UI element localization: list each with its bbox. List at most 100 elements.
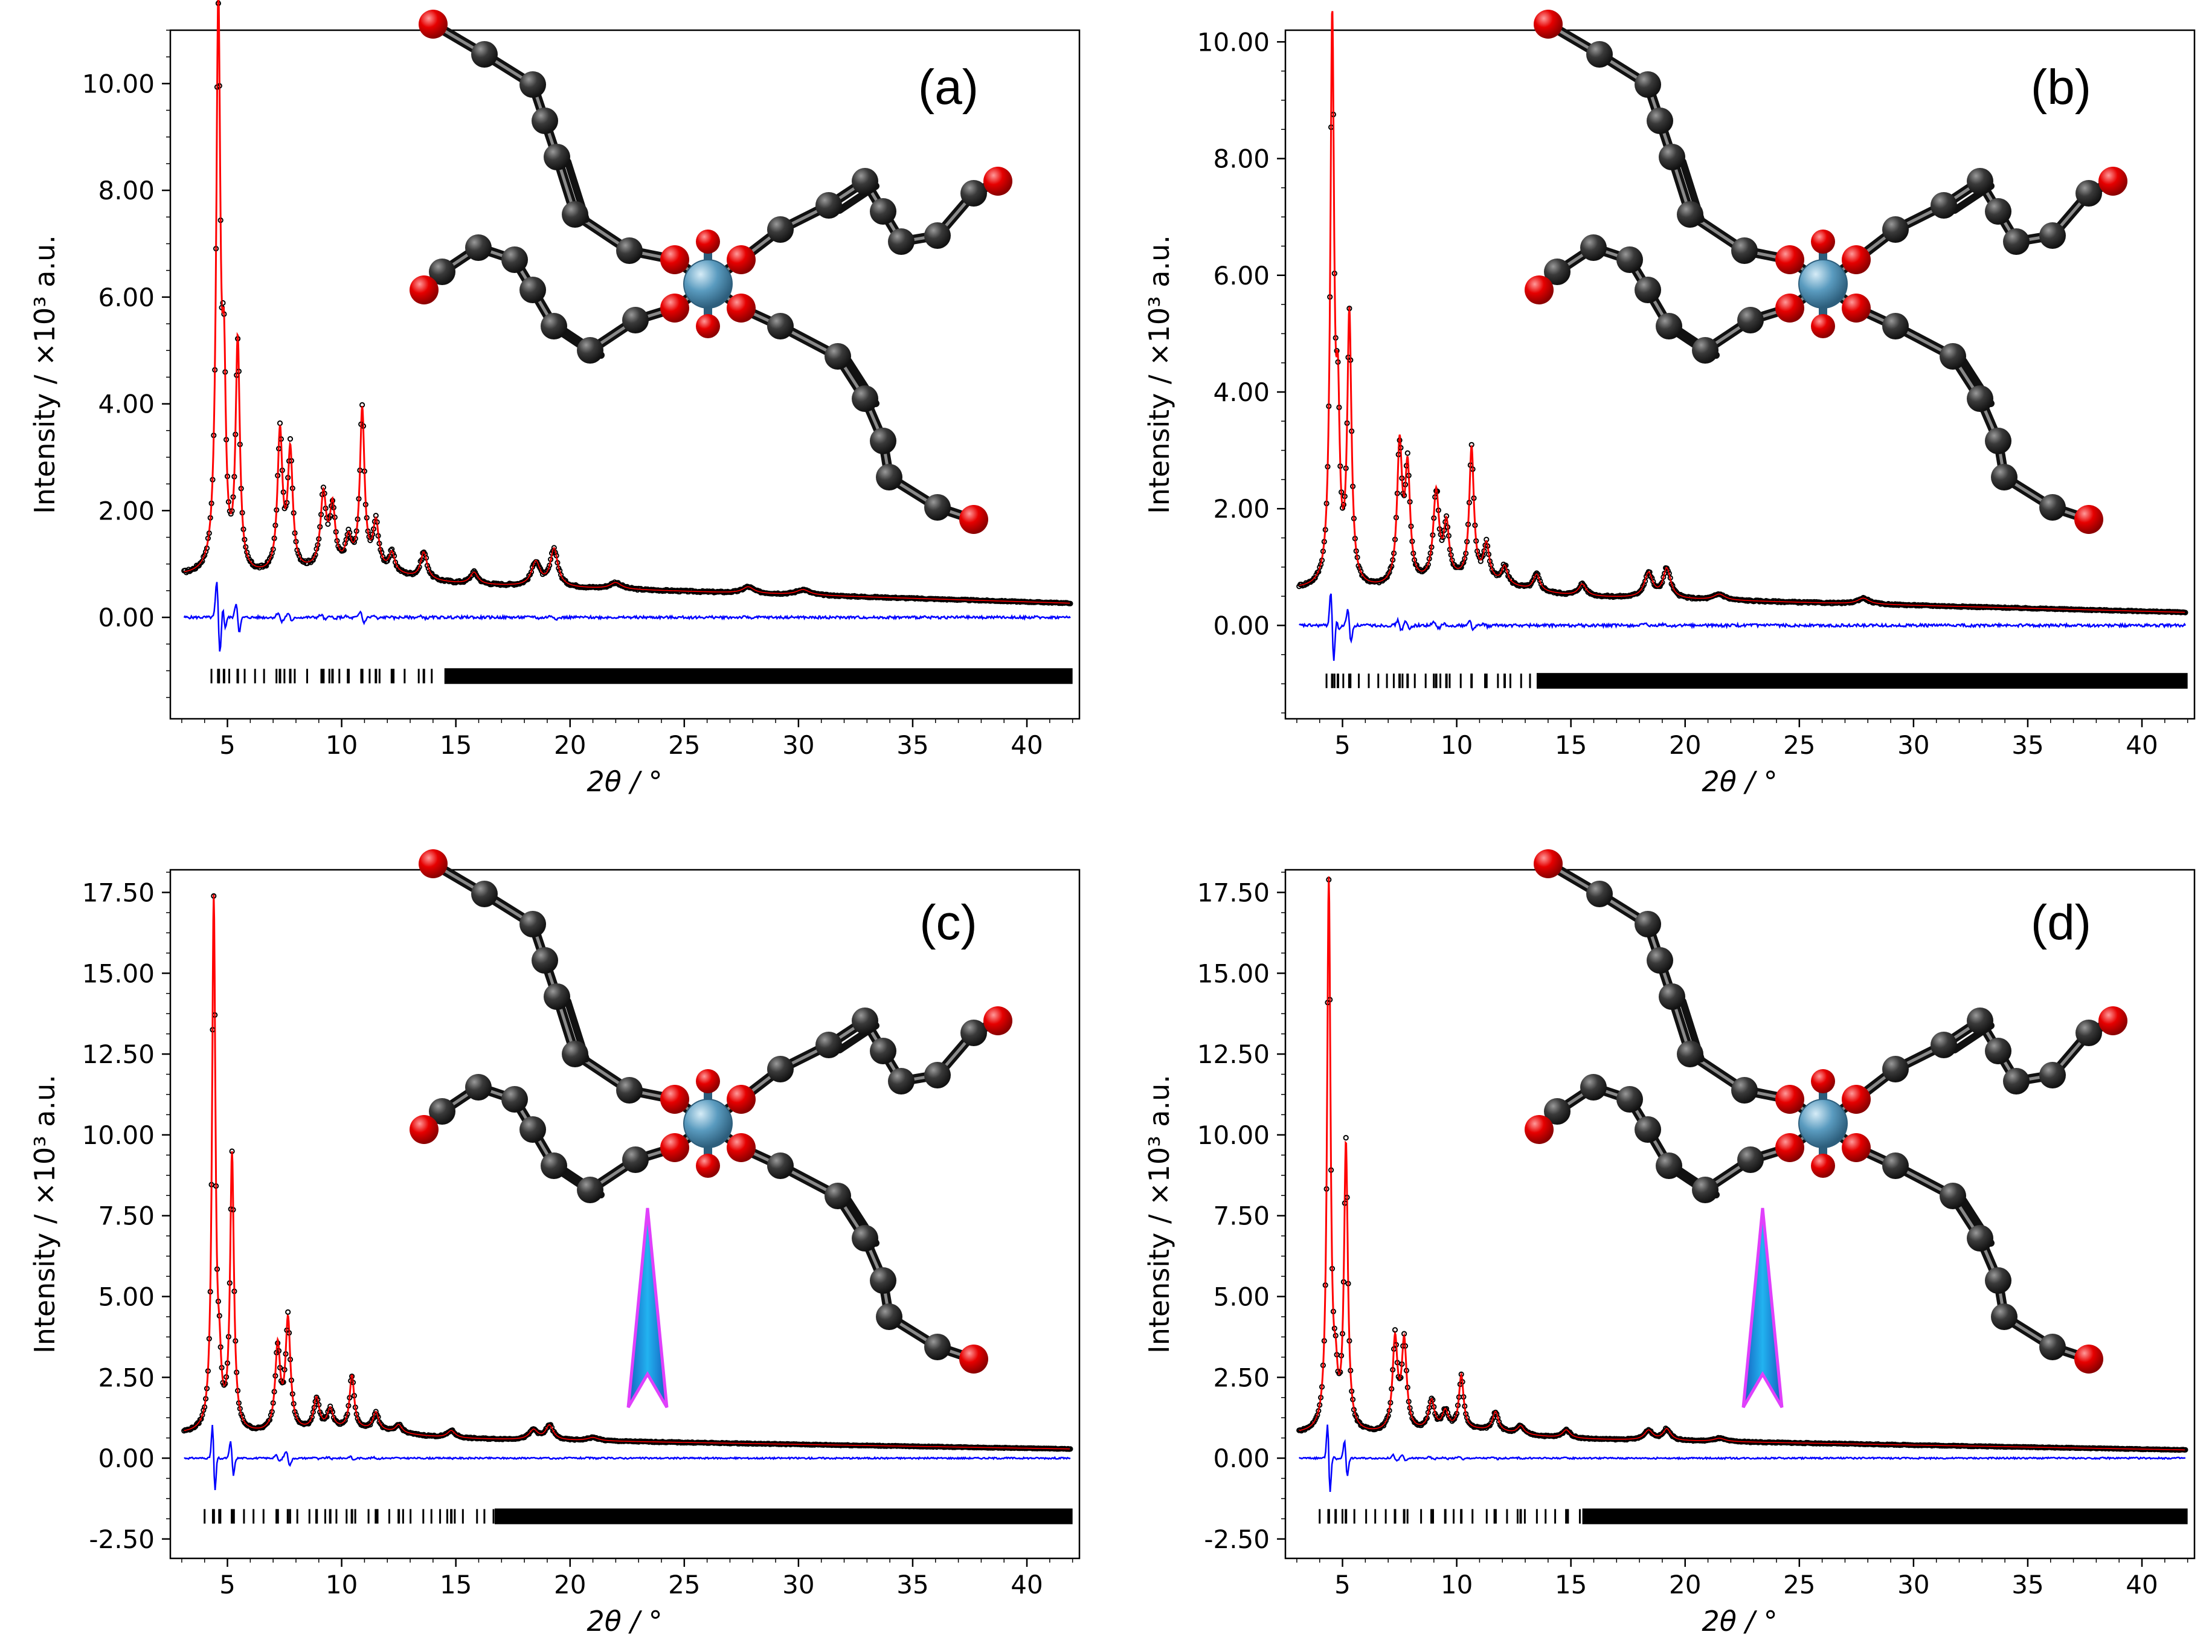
plot-frame <box>1284 29 2196 720</box>
carbon-atom <box>1656 1152 1682 1179</box>
oxygen-atom <box>983 1006 1012 1035</box>
carbon-atom <box>924 1334 951 1360</box>
carbon-atom <box>501 246 528 273</box>
x-axis-title: 2θ / ° <box>587 765 662 798</box>
carbon-atom <box>960 1020 987 1046</box>
y-tick-label: 6.00 <box>98 283 155 312</box>
carbon-atom <box>616 237 643 264</box>
x-axis-title: 2θ / ° <box>1702 765 1777 798</box>
observed-point <box>1536 575 1542 581</box>
y-tick-label: 17.50 <box>82 878 155 907</box>
axes: 5 10 15 20 25 30 35 40 0.00 2.00 4.00 6.00 8.00 10.00 <box>1197 27 2188 760</box>
x-tick-label: 40 <box>1011 730 1043 760</box>
carbon-atom <box>852 385 878 412</box>
x-axis-title: 2θ / ° <box>1702 1605 1777 1638</box>
oxygen-atom <box>1775 1133 1804 1162</box>
y-axis-title: Intensity / ×10³ a.u. <box>28 1075 61 1354</box>
carbon-atom <box>960 180 987 207</box>
carbon-atom <box>1991 464 2017 490</box>
x-tick-label: 5 <box>219 730 236 760</box>
y-tick-label: 15.00 <box>82 959 155 988</box>
x-tick-label: 10 <box>326 1570 358 1599</box>
x-axis-title: 2θ / ° <box>587 1605 662 1638</box>
carbon-atom <box>852 1225 878 1252</box>
observed-point <box>355 1416 361 1422</box>
carbon-atom <box>1967 1008 1993 1034</box>
carbon-atom <box>519 71 546 98</box>
y-tick-label: 5.00 <box>98 1282 155 1311</box>
y-tick-label: 8.00 <box>98 176 155 205</box>
oxygen-atom <box>410 275 439 304</box>
series-layer <box>181 893 1073 1525</box>
x-tick-label: 15 <box>1555 730 1587 760</box>
oxygen-atom <box>696 314 720 338</box>
carbon-atom <box>1985 428 2011 454</box>
oxygen-atom <box>1842 1133 1871 1162</box>
x-tick-label: 20 <box>554 1570 586 1599</box>
x-tick-label: 30 <box>782 730 814 760</box>
observed-point <box>325 521 331 527</box>
oxygen-atom <box>1842 245 1871 274</box>
x-tick-label: 15 <box>440 730 472 760</box>
observed-point <box>1384 574 1390 580</box>
carbon-atom <box>1882 313 1909 339</box>
carbon-atom <box>1580 234 1607 261</box>
series-layer <box>1296 11 2188 689</box>
reflection-band <box>1582 1508 2188 1525</box>
carbon-atom <box>1635 71 1661 98</box>
x-tick-label: 5 <box>1334 730 1351 760</box>
carbon-atom <box>1931 1032 1957 1058</box>
observed-point <box>285 1309 291 1315</box>
metal-atom <box>1798 259 1848 309</box>
y-tick-label: 17.50 <box>1197 878 1270 907</box>
carbon-atom <box>1967 168 1993 194</box>
carbon-atom <box>888 1068 915 1094</box>
carbon-atom <box>767 1056 794 1082</box>
y-tick-label: 0.00 <box>1213 611 1270 640</box>
carbon-atom <box>1586 881 1613 907</box>
carbon-atom <box>465 1074 492 1101</box>
x-tick-label: 10 <box>1441 730 1473 760</box>
panel-b: 5 10 15 20 25 30 35 40 0.00 2.00 4.00 6.00 8.00 10.00… <box>1143 10 2196 798</box>
carbon-atom <box>1931 192 1957 219</box>
carbon-atom <box>1616 246 1643 273</box>
carbon-atom <box>1737 1146 1764 1173</box>
series-layer <box>181 0 1073 684</box>
oxygen-atom <box>660 1133 689 1162</box>
panel-label: (b) <box>2031 60 2091 115</box>
observed-point <box>1639 587 1645 593</box>
oxygen-atom <box>1775 294 1804 323</box>
reflection-band <box>494 1508 1073 1525</box>
carbon-atom <box>1647 947 1673 974</box>
carbon-atom <box>1586 41 1613 68</box>
panel-d: 5 10 15 20 25 30 35 40 -2.50 0.00 2.50 5.00 7.50 10.0… <box>1143 849 2196 1638</box>
plot-frame <box>169 869 1081 1560</box>
oxygen-atom <box>1842 294 1871 323</box>
observed-point <box>1534 570 1540 576</box>
carbon-atom <box>541 1152 567 1179</box>
carbon-atom <box>815 192 842 219</box>
carbon-atom <box>924 494 951 521</box>
observed-point <box>268 1412 274 1418</box>
oxygen-atom <box>727 245 756 274</box>
carbon-atom <box>622 307 649 333</box>
carbon-atom <box>1737 307 1764 333</box>
carbon-atom <box>852 1008 878 1034</box>
y-tick-label: 10.00 <box>1197 1120 1270 1150</box>
observed-point <box>1530 577 1536 583</box>
carbon-atom <box>1656 313 1682 339</box>
y-tick-label: 10.00 <box>82 1120 155 1150</box>
y-tick-label: 10.00 <box>82 69 155 98</box>
difference-curve <box>183 582 1071 652</box>
carbon-atom <box>577 337 603 364</box>
oxygen-atom <box>696 1069 720 1093</box>
carbon-atom <box>924 1062 951 1088</box>
carbon-atom <box>471 881 498 907</box>
carbon-atom <box>870 428 896 454</box>
oxygen-atom <box>2098 167 2127 196</box>
y-tick-label: 2.00 <box>98 496 155 525</box>
x-tick-label: 10 <box>1441 1570 1473 1599</box>
y-tick-label: 2.50 <box>1213 1363 1270 1392</box>
oxygen-atom <box>959 1345 988 1374</box>
